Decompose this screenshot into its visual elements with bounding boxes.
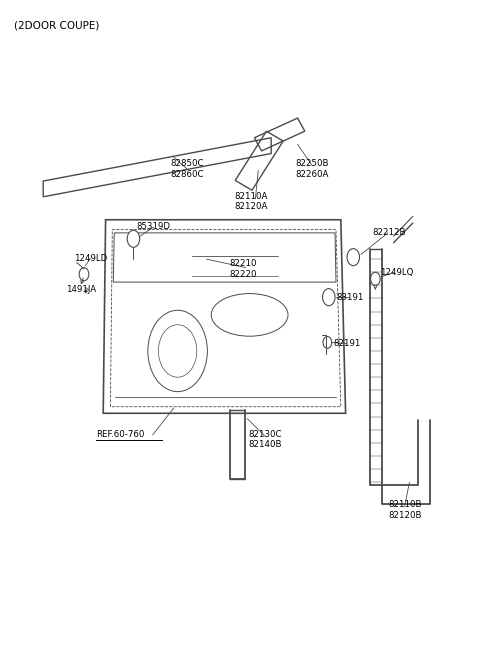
- Circle shape: [347, 249, 360, 266]
- Text: 82130C
82140B: 82130C 82140B: [249, 430, 282, 449]
- Circle shape: [79, 268, 89, 281]
- Text: 83191: 83191: [336, 293, 363, 302]
- Text: 82212B: 82212B: [372, 228, 406, 237]
- Circle shape: [323, 289, 335, 306]
- Text: 1249LD: 1249LD: [74, 254, 108, 263]
- Text: 82250B
82260A: 82250B 82260A: [295, 159, 329, 179]
- Circle shape: [371, 272, 380, 285]
- Text: 85319D: 85319D: [137, 222, 171, 232]
- Text: 82110B
82120B: 82110B 82120B: [389, 501, 422, 520]
- Text: (2DOOR COUPE): (2DOOR COUPE): [14, 21, 100, 31]
- Text: 82850C
82860C: 82850C 82860C: [170, 159, 204, 179]
- Text: 82191: 82191: [334, 339, 361, 348]
- Text: 82110A
82120A: 82110A 82120A: [234, 192, 268, 211]
- Text: REF.60-760: REF.60-760: [96, 430, 144, 440]
- Text: 1249LQ: 1249LQ: [380, 268, 414, 277]
- Circle shape: [127, 230, 140, 247]
- Circle shape: [323, 337, 332, 348]
- Text: 82210
82220: 82210 82220: [229, 259, 257, 279]
- Text: 1491JA: 1491JA: [66, 285, 96, 295]
